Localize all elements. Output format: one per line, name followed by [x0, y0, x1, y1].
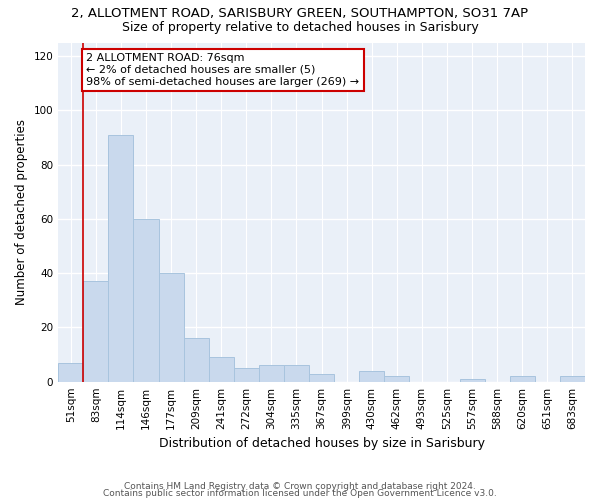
Text: Contains HM Land Registry data © Crown copyright and database right 2024.: Contains HM Land Registry data © Crown c…: [124, 482, 476, 491]
Bar: [309, 374, 334, 382]
Bar: [560, 376, 585, 382]
Bar: [234, 368, 259, 382]
Text: Contains public sector information licensed under the Open Government Licence v3: Contains public sector information licen…: [103, 490, 497, 498]
Bar: [209, 358, 234, 382]
X-axis label: Distribution of detached houses by size in Sarisbury: Distribution of detached houses by size …: [158, 437, 485, 450]
Bar: [385, 376, 409, 382]
Bar: [109, 135, 133, 382]
Bar: [510, 376, 535, 382]
Bar: [259, 366, 284, 382]
Bar: [460, 379, 485, 382]
Bar: [133, 219, 158, 382]
Bar: [284, 366, 309, 382]
Bar: [83, 282, 109, 382]
Text: 2, ALLOTMENT ROAD, SARISBURY GREEN, SOUTHAMPTON, SO31 7AP: 2, ALLOTMENT ROAD, SARISBURY GREEN, SOUT…: [71, 8, 529, 20]
Bar: [158, 273, 184, 382]
Text: 2 ALLOTMENT ROAD: 76sqm
← 2% of detached houses are smaller (5)
98% of semi-deta: 2 ALLOTMENT ROAD: 76sqm ← 2% of detached…: [86, 54, 359, 86]
Y-axis label: Number of detached properties: Number of detached properties: [15, 119, 28, 305]
Bar: [359, 371, 385, 382]
Text: Size of property relative to detached houses in Sarisbury: Size of property relative to detached ho…: [122, 21, 478, 34]
Bar: [184, 338, 209, 382]
Bar: [58, 362, 83, 382]
